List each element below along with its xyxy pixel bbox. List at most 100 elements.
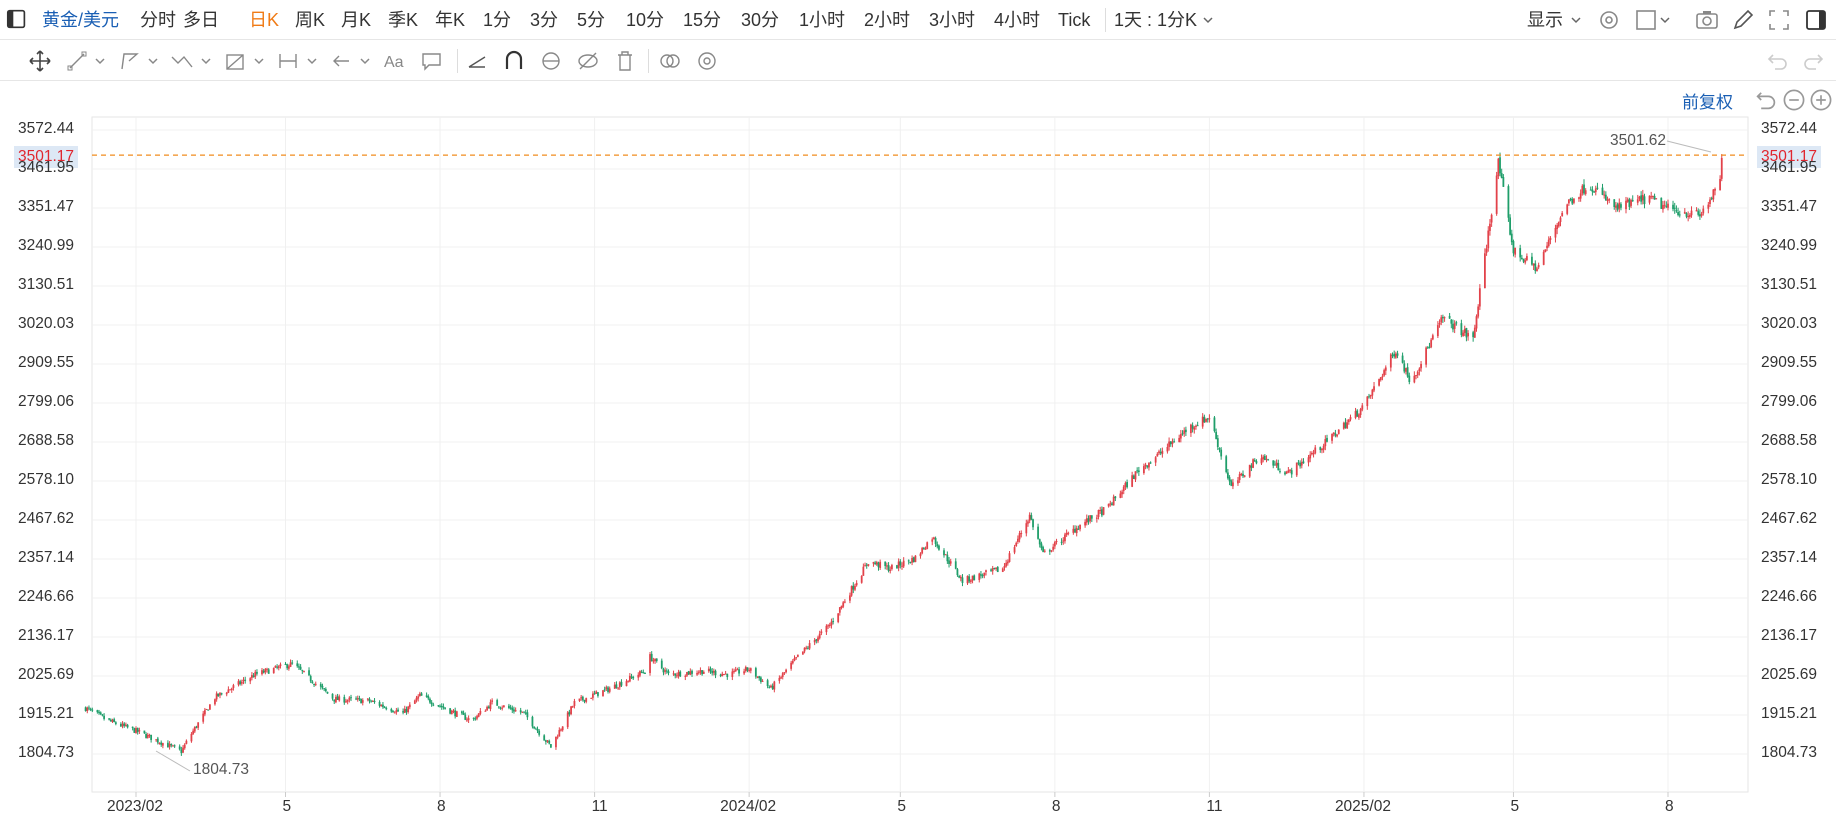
period-0[interactable]: 分时 <box>140 10 176 30</box>
candle-body <box>1522 258 1525 262</box>
move-icon[interactable] <box>27 49 53 73</box>
fullscreen-icon[interactable] <box>1766 8 1792 32</box>
candle-body <box>783 672 786 674</box>
candle-body <box>489 702 492 710</box>
period-5[interactable]: 季K <box>388 10 419 30</box>
candle-body <box>1048 550 1051 552</box>
period-11[interactable]: 15分 <box>683 10 722 30</box>
period-8[interactable]: 3分 <box>530 10 559 30</box>
pattern-tool-icon[interactable] <box>223 49 249 73</box>
candle-body <box>1490 214 1493 223</box>
period-12[interactable]: 30分 <box>741 10 780 30</box>
hide-drawings-icon[interactable] <box>575 49 601 73</box>
sidebar-toggle-icon[interactable] <box>4 7 30 31</box>
period-14[interactable]: 2小时 <box>864 10 911 30</box>
candle-body <box>830 621 833 626</box>
redo-icon[interactable] <box>1800 49 1826 73</box>
candle-body <box>1418 368 1421 371</box>
text-tool-icon[interactable]: Aa <box>382 49 408 73</box>
chevron-down-icon[interactable] <box>1571 15 1581 25</box>
candle-body <box>1321 448 1323 451</box>
period-6[interactable]: 年K <box>435 10 466 30</box>
candle-body <box>580 697 583 699</box>
chevron-down-icon[interactable] <box>307 56 317 66</box>
candle-body <box>865 564 868 566</box>
candle-body <box>88 707 90 709</box>
candle-body <box>849 595 851 601</box>
wave-tool-icon[interactable] <box>170 49 196 73</box>
period-13[interactable]: 1小时 <box>799 10 846 30</box>
candle-body <box>1237 480 1239 484</box>
settings-gear-icon[interactable] <box>1596 8 1622 32</box>
undo-icon[interactable] <box>1765 49 1791 73</box>
zoom-out-icon[interactable] <box>1781 88 1805 111</box>
period-1[interactable]: 多日 <box>183 10 219 30</box>
pencil-icon[interactable] <box>1730 8 1756 32</box>
candle-body <box>1709 199 1711 205</box>
arrow-left-icon[interactable] <box>329 49 355 73</box>
chevron-down-icon[interactable] <box>148 56 158 66</box>
candle-body <box>523 711 525 713</box>
chevron-down-icon[interactable] <box>1203 15 1213 25</box>
plot-area <box>91 116 1749 793</box>
camera-icon[interactable] <box>1694 8 1720 32</box>
candle-body <box>313 683 315 686</box>
candle-body <box>1502 177 1505 187</box>
candle-body <box>860 575 863 583</box>
candle-body <box>348 697 351 700</box>
panel-toggle-icon[interactable] <box>1804 8 1830 32</box>
period-9[interactable]: 5分 <box>577 10 606 30</box>
candle-body <box>390 708 393 712</box>
reset-view-icon[interactable] <box>1753 88 1776 110</box>
chevron-down-icon[interactable] <box>1660 15 1670 25</box>
candle-body <box>462 712 465 715</box>
zoom-in-icon[interactable] <box>1808 88 1832 111</box>
chevron-down-icon[interactable] <box>201 56 211 66</box>
candle-body <box>1042 547 1045 552</box>
lock-drawings-icon[interactable] <box>538 49 564 73</box>
trash-icon[interactable] <box>612 49 638 73</box>
candle-body <box>1589 189 1592 191</box>
period-2[interactable]: 日K <box>249 10 280 30</box>
period-17[interactable]: Tick <box>1058 10 1091 30</box>
candle-body <box>1559 217 1562 222</box>
candle-body <box>956 569 959 576</box>
period-16[interactable]: 4小时 <box>994 10 1041 30</box>
compare-icon[interactable] <box>657 49 683 73</box>
period-7[interactable]: 1分 <box>483 10 512 30</box>
candle-body <box>385 707 388 710</box>
candle-body <box>98 711 100 714</box>
candle-body <box>1606 199 1609 201</box>
polyline-tool-icon[interactable] <box>117 49 143 73</box>
candle-body <box>466 719 468 721</box>
magnet-icon[interactable] <box>501 49 527 73</box>
toolbar-settings-icon[interactable] <box>694 49 720 73</box>
candle-body <box>1040 543 1043 549</box>
candle-body <box>1467 333 1470 337</box>
layout-square-icon[interactable] <box>1633 8 1659 32</box>
candle-body <box>1472 332 1475 338</box>
candle-body <box>346 700 349 702</box>
comment-icon[interactable] <box>419 49 445 73</box>
candle-body <box>1695 210 1698 212</box>
candle-body <box>1677 212 1679 215</box>
chevron-down-icon[interactable] <box>95 56 105 66</box>
period-4[interactable]: 月K <box>341 10 372 30</box>
adjustment-mode[interactable]: 前复权 <box>1682 93 1733 112</box>
ruler-line-icon[interactable] <box>465 49 491 73</box>
period-15[interactable]: 3小时 <box>929 10 976 30</box>
candle-body <box>499 707 502 709</box>
candle-body <box>133 728 136 733</box>
symbol-name[interactable]: 黄金/美元 <box>42 10 120 30</box>
chevron-down-icon[interactable] <box>360 56 370 66</box>
period-3[interactable]: 周K <box>295 10 326 30</box>
candle-body <box>1638 196 1641 199</box>
measure-tool-icon[interactable] <box>276 49 302 73</box>
trend-line-icon[interactable] <box>65 49 91 73</box>
display-menu[interactable]: 显示 <box>1527 10 1563 30</box>
chevron-down-icon[interactable] <box>254 56 264 66</box>
period-10[interactable]: 10分 <box>626 10 665 30</box>
interval-select[interactable]: 1天 : 1分K <box>1114 10 1198 30</box>
candle-body <box>1683 211 1686 214</box>
